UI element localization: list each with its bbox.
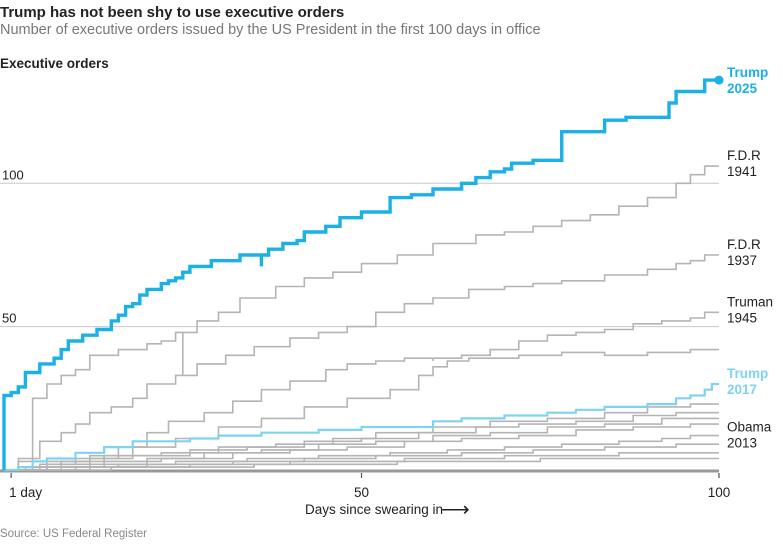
series-line-trump2017 [4,382,719,472]
y-tick-label: 100 [2,167,24,182]
chart-subtitle: Number of executive orders issued by the… [0,22,541,38]
gridlines: 50 100 [0,167,719,473]
series-line-x_low6 [4,452,719,471]
series-label-name-truman1945: Truman [727,294,773,309]
series-line-fdr1941 [4,165,719,471]
series-line-x_low1 [4,403,719,471]
y-tick-label: 50 [2,311,16,326]
series-label-year-fdr1937: 1937 [727,253,757,268]
x-axis-label: Days since swearing in [305,502,443,517]
source-note: Source: US Federal Register [0,528,148,540]
series-line-x_low4 [4,423,719,471]
series-label-name-obama2013: Obama [727,420,772,435]
series-label-year-trump2025: 2025 [727,81,758,96]
x-tick-label: 1 day [9,485,42,500]
series-label-name-fdr1941: F.D.R [727,148,761,163]
x-tick-label: 50 [354,485,369,500]
x-tick-label: 100 [708,485,731,500]
series-label-name-trump2017: Trump [727,366,768,381]
series-line-x_low2 [4,411,719,471]
series-line-x_low7 [4,457,719,471]
series-end-dot-trump2025 [714,75,724,85]
series-lines [2,75,724,472]
series-label-year-fdr1941: 1941 [727,164,757,179]
series-line-x_mid1 [4,348,719,471]
series-label-name-trump2025: Trump [727,65,768,80]
series-line-fdr1937 [4,254,719,471]
series-line-x_low3 [4,417,719,471]
series-line-trump2025 [2,78,719,470]
series-label-year-truman1945: 1945 [727,310,757,325]
x-axis-arrow-icon: ⟶ [441,499,470,521]
x-axis: 1 day 50 100 [9,473,730,500]
series-label-year-trump2017: 2017 [727,382,757,397]
series-labels: Trump2025F.D.R1941F.D.R1937Truman1945Tru… [727,65,773,451]
series-label-year-obama2013: 2013 [727,436,757,451]
chart-title: Trump has not been shy to use executive … [0,4,345,21]
series-line-obama2013 [4,434,719,471]
series-label-name-fdr1937: F.D.R [727,237,761,252]
y-axis-label: Executive orders [0,56,109,71]
